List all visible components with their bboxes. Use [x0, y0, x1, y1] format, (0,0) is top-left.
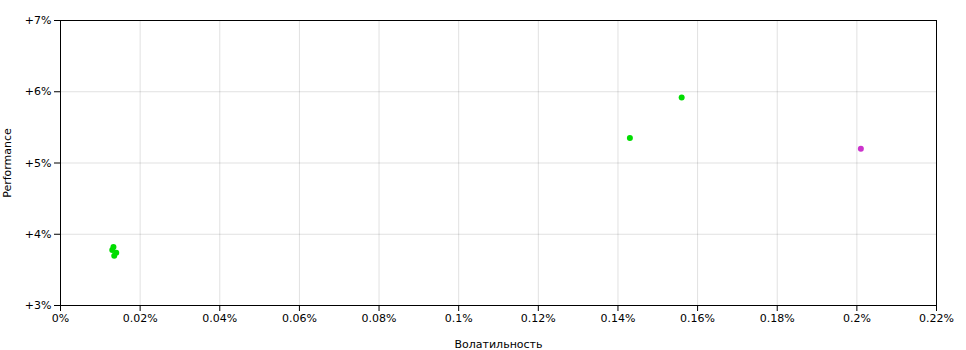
svg-text:0.14%: 0.14%: [600, 312, 635, 325]
svg-text:0.12%: 0.12%: [521, 312, 556, 325]
svg-text:+3%: +3%: [25, 299, 52, 312]
svg-text:0.16%: 0.16%: [680, 312, 715, 325]
svg-text:0%: 0%: [52, 312, 69, 325]
svg-text:0.22%: 0.22%: [919, 312, 954, 325]
svg-text:0.2%: 0.2%: [843, 312, 871, 325]
svg-text:+7%: +7%: [25, 14, 52, 27]
svg-text:0.18%: 0.18%: [760, 312, 795, 325]
svg-text:0.04%: 0.04%: [202, 312, 237, 325]
svg-text:Performance: Performance: [1, 128, 14, 198]
svg-text:Волатильность: Волатильность: [455, 338, 543, 350]
svg-text:+5%: +5%: [25, 157, 52, 170]
svg-text:0.06%: 0.06%: [282, 312, 317, 325]
svg-text:0.1%: 0.1%: [445, 312, 473, 325]
svg-text:+6%: +6%: [25, 85, 52, 98]
svg-text:+4%: +4%: [25, 228, 52, 241]
svg-text:0.02%: 0.02%: [123, 312, 158, 325]
svg-text:0.08%: 0.08%: [362, 312, 397, 325]
